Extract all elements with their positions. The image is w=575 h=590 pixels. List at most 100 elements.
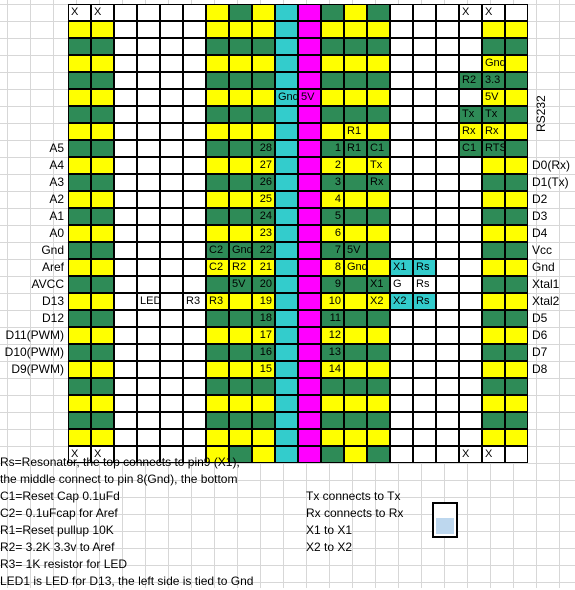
grid-cell[interactable] xyxy=(298,242,321,259)
grid-cell[interactable] xyxy=(482,412,505,429)
grid-cell[interactable] xyxy=(436,446,459,463)
grid-cell[interactable] xyxy=(390,21,413,38)
grid-cell[interactable] xyxy=(436,344,459,361)
grid-cell[interactable] xyxy=(252,4,275,21)
grid-cell[interactable] xyxy=(321,446,344,463)
grid-cell[interactable] xyxy=(436,89,459,106)
grid-cell[interactable] xyxy=(436,276,459,293)
grid-cell[interactable] xyxy=(367,89,390,106)
grid-cell[interactable] xyxy=(413,429,436,446)
grid-cell[interactable] xyxy=(229,327,252,344)
grid-cell[interactable]: 4 xyxy=(321,191,344,208)
grid-cell[interactable] xyxy=(114,293,137,310)
grid-cell[interactable] xyxy=(206,191,229,208)
grid-cell[interactable]: Rx xyxy=(367,174,390,191)
grid-cell[interactable] xyxy=(252,21,275,38)
grid-cell[interactable] xyxy=(229,72,252,89)
grid-cell[interactable] xyxy=(482,21,505,38)
grid-cell[interactable] xyxy=(390,55,413,72)
grid-cell[interactable]: G xyxy=(390,276,413,293)
grid-cell[interactable] xyxy=(160,361,183,378)
grid-cell[interactable] xyxy=(505,55,528,72)
grid-cell[interactable]: 5 xyxy=(321,208,344,225)
grid-cell[interactable] xyxy=(252,429,275,446)
grid-cell[interactable] xyxy=(275,310,298,327)
grid-cell[interactable] xyxy=(321,378,344,395)
grid-cell[interactable]: 1 xyxy=(321,140,344,157)
grid-cell[interactable] xyxy=(298,310,321,327)
grid-cell[interactable]: 20 xyxy=(252,276,275,293)
grid-cell[interactable] xyxy=(183,344,206,361)
grid-cell[interactable] xyxy=(137,157,160,174)
grid-cell[interactable] xyxy=(436,293,459,310)
grid-cell[interactable] xyxy=(229,446,252,463)
grid-cell[interactable] xyxy=(413,140,436,157)
grid-cell[interactable] xyxy=(482,208,505,225)
grid-cell[interactable] xyxy=(68,72,91,89)
grid-cell[interactable] xyxy=(298,55,321,72)
grid-cell[interactable] xyxy=(229,191,252,208)
grid-cell[interactable] xyxy=(114,344,137,361)
grid-cell[interactable] xyxy=(298,38,321,55)
grid-cell[interactable] xyxy=(321,106,344,123)
grid-cell[interactable] xyxy=(367,259,390,276)
grid-cell[interactable]: X xyxy=(91,446,114,463)
grid-cell[interactable] xyxy=(459,310,482,327)
grid-cell[interactable] xyxy=(68,395,91,412)
grid-cell[interactable] xyxy=(91,310,114,327)
grid-cell[interactable] xyxy=(91,242,114,259)
grid-cell[interactable] xyxy=(252,446,275,463)
grid-cell[interactable] xyxy=(298,21,321,38)
grid-cell[interactable]: Tx xyxy=(482,106,505,123)
grid-cell[interactable] xyxy=(160,89,183,106)
grid-cell[interactable] xyxy=(183,310,206,327)
grid-cell[interactable] xyxy=(367,378,390,395)
grid-cell[interactable] xyxy=(68,412,91,429)
grid-cell[interactable] xyxy=(344,446,367,463)
grid-cell[interactable] xyxy=(275,38,298,55)
grid-cell[interactable] xyxy=(137,21,160,38)
grid-cell[interactable] xyxy=(252,38,275,55)
grid-cell[interactable]: 10 xyxy=(321,293,344,310)
grid-cell[interactable] xyxy=(229,89,252,106)
grid-cell[interactable]: R3 xyxy=(183,293,206,310)
grid-cell[interactable] xyxy=(459,225,482,242)
grid-cell[interactable] xyxy=(114,72,137,89)
grid-cell[interactable] xyxy=(229,4,252,21)
grid-cell[interactable] xyxy=(275,242,298,259)
grid-cell[interactable]: C2 xyxy=(206,259,229,276)
grid-cell[interactable]: 5V xyxy=(298,89,321,106)
grid-cell[interactable]: 22 xyxy=(252,242,275,259)
grid-cell[interactable] xyxy=(482,276,505,293)
grid-cell[interactable] xyxy=(482,157,505,174)
grid-cell[interactable]: 14 xyxy=(321,361,344,378)
grid-cell[interactable] xyxy=(344,225,367,242)
grid-cell[interactable] xyxy=(229,344,252,361)
grid-cell[interactable] xyxy=(367,4,390,21)
grid-cell[interactable] xyxy=(367,21,390,38)
grid-cell[interactable] xyxy=(91,55,114,72)
grid-cell[interactable] xyxy=(390,208,413,225)
grid-cell[interactable] xyxy=(298,174,321,191)
grid-cell[interactable] xyxy=(390,344,413,361)
grid-cell[interactable] xyxy=(344,55,367,72)
grid-cell[interactable] xyxy=(321,429,344,446)
grid-cell[interactable] xyxy=(114,4,137,21)
grid-cell[interactable] xyxy=(91,208,114,225)
grid-cell[interactable] xyxy=(68,89,91,106)
grid-cell[interactable] xyxy=(390,157,413,174)
grid-cell[interactable] xyxy=(275,225,298,242)
grid-cell[interactable] xyxy=(160,310,183,327)
grid-cell[interactable] xyxy=(275,140,298,157)
grid-cell[interactable]: R1 xyxy=(344,123,367,140)
grid-cell[interactable] xyxy=(505,21,528,38)
grid-cell[interactable] xyxy=(114,327,137,344)
grid-cell[interactable] xyxy=(160,293,183,310)
grid-cell[interactable] xyxy=(91,123,114,140)
grid-cell[interactable] xyxy=(436,140,459,157)
grid-cell[interactable] xyxy=(160,106,183,123)
grid-cell[interactable]: 26 xyxy=(252,174,275,191)
grid-cell[interactable]: RTS xyxy=(482,140,507,157)
grid-cell[interactable] xyxy=(390,327,413,344)
grid-cell[interactable] xyxy=(298,106,321,123)
